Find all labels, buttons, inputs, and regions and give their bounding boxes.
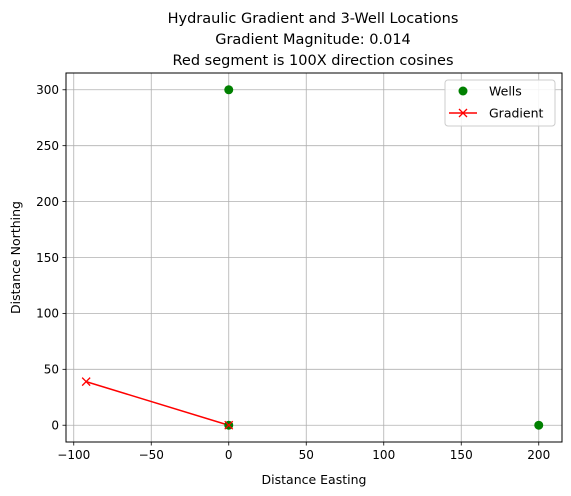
title-line-2: Gradient Magnitude: 0.014 [215, 32, 411, 48]
x-tick-label: 200 [527, 448, 550, 462]
gradient-point [81, 377, 91, 387]
y-tick-label: 200 [36, 195, 59, 209]
legend-gradient-label: Gradient [489, 106, 544, 121]
legend: Wells Gradient [444, 79, 556, 127]
plot-frame [65, 72, 563, 443]
gradient-line [85, 380, 229, 426]
grid [66, 73, 562, 442]
title-line-1: Hydraulic Gradient and 3-Well Locations [168, 11, 459, 27]
x-tick-label: −50 [139, 448, 164, 462]
legend-wells-label: Wells [489, 84, 522, 99]
x-tick-label: 100 [372, 448, 395, 462]
y-axis-label: Distance Northing [8, 201, 23, 314]
y-tick-label: 250 [36, 139, 59, 153]
y-tick-label: 300 [36, 83, 59, 97]
x-axis-label: Distance Easting [262, 472, 367, 487]
chart-title: Hydraulic Gradient and 3-Well Locations … [168, 11, 459, 69]
title-line-3: Red segment is 100X direction cosines [172, 53, 453, 69]
y-tick-label: 50 [44, 363, 59, 377]
well-point [534, 420, 544, 430]
legend-box [444, 79, 556, 127]
y-tick-label: 150 [36, 251, 59, 265]
x-tick-label: 50 [299, 448, 314, 462]
plot-series [81, 85, 544, 430]
well-point [224, 85, 234, 95]
x-tick-label: 0 [225, 448, 233, 462]
legend-wells-marker [458, 86, 468, 96]
gradient-point [224, 420, 234, 430]
axis-ticks: −100 −50 0 50 100 150 200 0 50 100 150 200 250 300 [36, 83, 550, 462]
x-tick-label: −100 [57, 448, 90, 462]
legend-gradient-marker [458, 108, 468, 118]
y-tick-label: 0 [51, 419, 59, 433]
y-tick-label: 100 [36, 307, 59, 321]
x-tick-label: 150 [450, 448, 473, 462]
